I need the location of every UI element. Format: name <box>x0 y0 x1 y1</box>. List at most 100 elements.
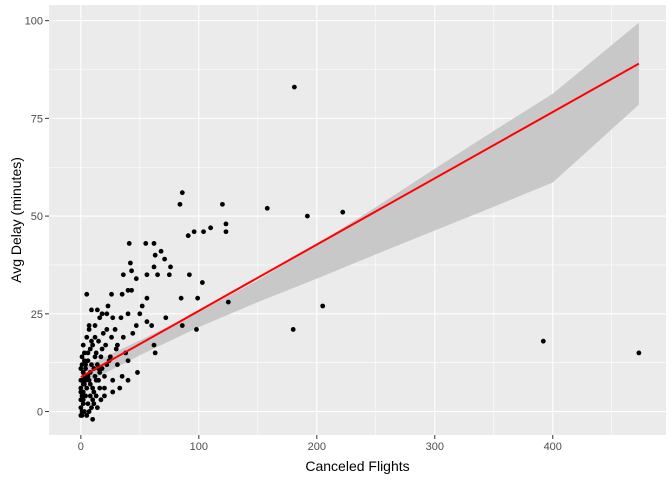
data-point <box>80 401 86 407</box>
data-point <box>155 272 160 278</box>
data-point <box>105 303 111 309</box>
data-point <box>83 362 88 368</box>
data-point <box>264 205 270 211</box>
data-point <box>149 323 155 328</box>
major-gridlines <box>49 5 666 435</box>
data-point <box>137 311 143 317</box>
data-point <box>98 397 104 403</box>
data-point <box>83 393 88 399</box>
data-point <box>92 354 98 360</box>
data-point <box>195 295 201 301</box>
data-point <box>84 291 90 297</box>
data-point <box>320 303 326 309</box>
data-point <box>94 405 100 411</box>
data-point <box>158 248 164 254</box>
data-point <box>107 354 113 360</box>
data-point <box>84 334 90 340</box>
data-point <box>92 373 98 379</box>
data-point <box>125 358 131 364</box>
regression-line <box>80 62 640 379</box>
data-point <box>120 334 126 340</box>
data-point <box>540 338 546 344</box>
data-point <box>208 225 214 231</box>
data-point <box>80 342 86 348</box>
data-point <box>104 327 110 332</box>
data-point <box>102 393 107 399</box>
data-point <box>92 323 98 328</box>
data-point <box>93 377 99 383</box>
data-point <box>125 287 131 293</box>
data-point <box>110 315 116 321</box>
data-point <box>97 370 103 375</box>
data-point <box>102 385 107 391</box>
data-point <box>78 413 84 418</box>
x-axis-title: Canceled Flights <box>305 458 409 474</box>
data-point <box>144 319 150 325</box>
data-point <box>93 350 99 356</box>
data-point <box>179 323 185 328</box>
data-point <box>129 268 134 274</box>
data-point <box>340 209 346 215</box>
data-point <box>179 190 185 196</box>
data-point <box>91 389 97 395</box>
data-point <box>100 330 106 336</box>
data-point <box>152 350 158 356</box>
data-point <box>151 241 157 246</box>
data-point <box>144 295 150 301</box>
data-point <box>81 350 87 356</box>
data-point <box>85 401 91 407</box>
data-point <box>125 311 131 317</box>
data-point <box>186 272 192 278</box>
data-point <box>92 334 98 340</box>
data-point <box>110 389 116 395</box>
data-point <box>130 330 136 336</box>
data-point <box>79 354 85 360</box>
data-point <box>291 84 297 90</box>
data-point <box>104 311 110 317</box>
data-point <box>93 393 99 399</box>
data-point <box>191 229 197 235</box>
data-point <box>112 327 118 332</box>
data-point <box>78 389 84 395</box>
data-point <box>90 416 96 422</box>
data-point <box>78 397 84 403</box>
y-tick-label: 0 <box>37 407 43 419</box>
data-point <box>151 342 157 348</box>
data-point <box>113 346 119 352</box>
data-point <box>87 381 93 387</box>
data-point <box>109 291 114 297</box>
data-point <box>81 358 87 364</box>
x-tick-label: 100 <box>190 441 208 453</box>
data-point <box>143 241 149 246</box>
data-point <box>162 256 168 262</box>
data-point <box>79 409 85 414</box>
y-tick-label: 75 <box>31 113 43 125</box>
x-tick-label: 0 <box>78 441 84 453</box>
x-tick-label: 300 <box>426 441 444 453</box>
data-point <box>117 385 123 391</box>
data-point <box>201 229 206 235</box>
data-point <box>152 252 158 258</box>
data-point <box>304 213 310 219</box>
data-point <box>90 385 96 391</box>
y-axis: 0 25 50 75 100 <box>25 16 49 419</box>
data-point <box>135 370 140 375</box>
data-point <box>115 362 120 368</box>
data-point <box>290 327 296 332</box>
data-point <box>83 366 88 371</box>
data-point <box>89 362 94 368</box>
data-point <box>144 272 150 278</box>
y-tick-label: 100 <box>25 16 43 28</box>
data-point <box>110 377 116 383</box>
data-point <box>99 311 105 317</box>
data-point <box>178 295 184 301</box>
data-point <box>97 315 103 321</box>
data-point <box>103 342 109 348</box>
y-tick-label: 25 <box>31 309 43 321</box>
data-point <box>85 373 91 379</box>
data-point <box>79 393 85 399</box>
data-point <box>99 346 105 352</box>
data-point <box>119 373 125 379</box>
data-point <box>86 327 92 332</box>
